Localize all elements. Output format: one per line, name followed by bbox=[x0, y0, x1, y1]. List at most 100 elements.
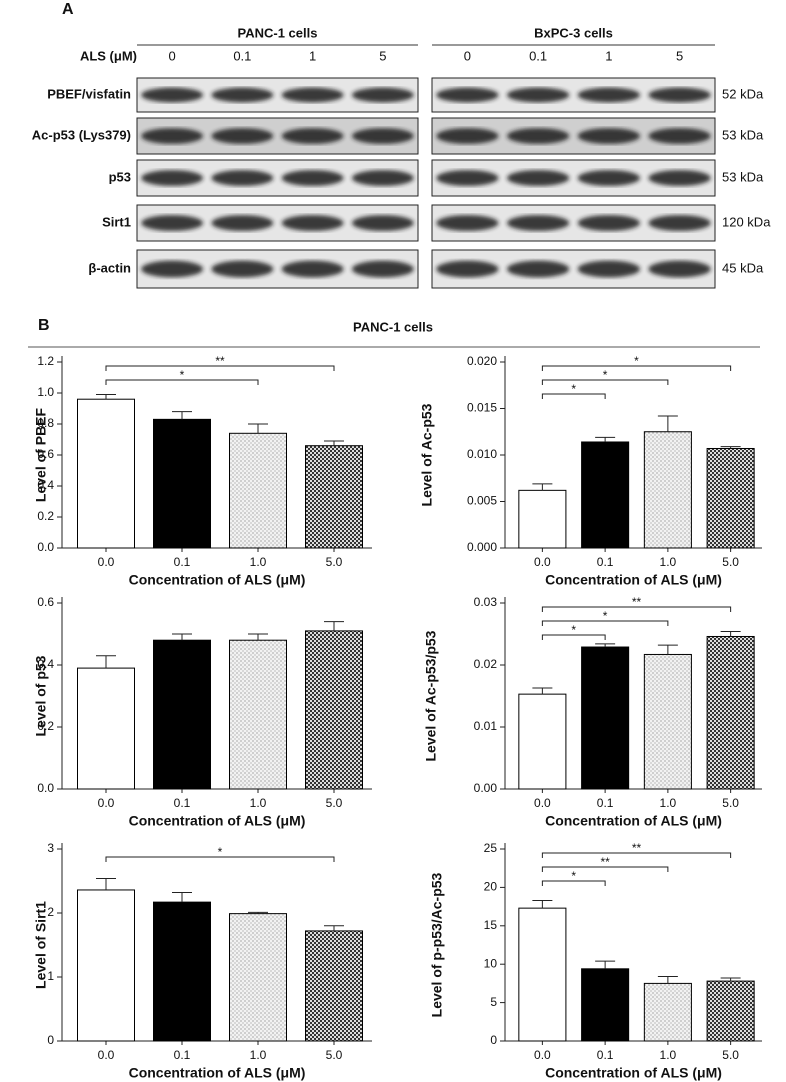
blot-band bbox=[281, 260, 344, 278]
significance-bracket bbox=[105, 365, 335, 371]
x-tick-label: 5.0 bbox=[722, 796, 739, 810]
blot-band bbox=[281, 170, 344, 186]
x-axis-label: Concentration of ALS (μM) bbox=[545, 813, 722, 829]
blot-band bbox=[648, 87, 711, 103]
error-bar bbox=[96, 655, 116, 669]
bar bbox=[518, 489, 567, 549]
y-axis-label: Level of p53 bbox=[33, 655, 49, 736]
bar bbox=[643, 982, 692, 1042]
blot-band bbox=[436, 260, 499, 278]
y-tick-label: 0.03 bbox=[474, 595, 498, 609]
y-tick-label: 15 bbox=[484, 918, 498, 932]
blot-band bbox=[211, 215, 274, 231]
blot-band bbox=[436, 170, 499, 186]
lane-label: 0 bbox=[464, 48, 471, 63]
protein-label: Sirt1 bbox=[102, 214, 131, 229]
y-tick-label: 0.2 bbox=[37, 509, 54, 523]
protein-label: p53 bbox=[109, 169, 131, 184]
significance-bracket bbox=[541, 634, 606, 640]
error-bar bbox=[324, 440, 344, 446]
y-tick-label: 0 bbox=[47, 1033, 54, 1047]
y-tick-label: 0.000 bbox=[467, 540, 497, 554]
bar bbox=[153, 901, 211, 1042]
error-bar bbox=[172, 411, 192, 420]
significance-bracket bbox=[541, 379, 669, 385]
significance-bracket bbox=[541, 880, 606, 886]
significance-bracket bbox=[105, 856, 335, 862]
error-bar bbox=[248, 423, 268, 434]
blot-band bbox=[506, 170, 570, 186]
blot-band bbox=[506, 128, 570, 144]
error-bar bbox=[532, 687, 553, 695]
y-tick-label: 0.020 bbox=[467, 354, 497, 368]
blot-band bbox=[141, 170, 204, 186]
blot-band bbox=[577, 128, 641, 144]
blot-band bbox=[141, 128, 204, 144]
y-tick-label: 0.015 bbox=[467, 401, 497, 415]
x-axis-label: Concentration of ALS (μM) bbox=[545, 1065, 722, 1081]
blot-band bbox=[211, 87, 274, 103]
significance-bracket bbox=[541, 606, 732, 612]
y-tick-label: 1 bbox=[47, 969, 54, 983]
bar bbox=[581, 441, 630, 549]
error-bar bbox=[720, 977, 741, 982]
y-tick-label: 0.010 bbox=[467, 447, 497, 461]
size-label: 53 kDa bbox=[722, 127, 764, 142]
lane-label: 0.1 bbox=[233, 48, 251, 63]
panel-label: B bbox=[38, 317, 50, 334]
size-label: 53 kDa bbox=[722, 169, 764, 184]
significance-label: * bbox=[603, 609, 608, 623]
error-bar bbox=[532, 899, 553, 909]
y-tick-label: 0.01 bbox=[474, 719, 498, 733]
bar bbox=[643, 653, 692, 790]
y-tick-label: 0.02 bbox=[474, 657, 498, 671]
error-bar bbox=[172, 633, 192, 641]
x-tick-label: 0.1 bbox=[174, 555, 191, 569]
error-bar bbox=[324, 925, 344, 931]
bar bbox=[77, 889, 135, 1042]
x-tick-label: 0.0 bbox=[534, 555, 551, 569]
error-bar bbox=[720, 446, 741, 449]
blot-band bbox=[351, 87, 414, 103]
bar bbox=[518, 907, 567, 1042]
significance-label: * bbox=[571, 382, 576, 396]
x-tick-label: 0.1 bbox=[174, 796, 191, 810]
bar bbox=[305, 930, 363, 1042]
x-tick-label: 1.0 bbox=[250, 1048, 267, 1062]
y-axis-label: Level of PBEF bbox=[33, 407, 49, 502]
x-tick-label: 5.0 bbox=[722, 1048, 739, 1062]
y-tick-label: 0.8 bbox=[37, 416, 54, 430]
significance-bracket bbox=[541, 866, 669, 872]
bar bbox=[643, 431, 692, 549]
y-tick-label: 0.4 bbox=[37, 478, 54, 492]
blot-band bbox=[506, 215, 570, 231]
significance-label: * bbox=[571, 623, 576, 637]
error-bar bbox=[657, 644, 678, 655]
bar bbox=[706, 980, 755, 1042]
blot-band bbox=[141, 215, 204, 231]
protein-label: Ac-p53 (Lys379) bbox=[32, 127, 131, 142]
bar bbox=[153, 639, 211, 790]
y-tick-label: 3 bbox=[47, 841, 54, 855]
x-tick-label: 0.0 bbox=[534, 796, 551, 810]
error-bar bbox=[720, 631, 741, 637]
significance-bracket bbox=[105, 379, 259, 385]
x-tick-label: 0.1 bbox=[174, 1048, 191, 1062]
significance-bracket bbox=[541, 852, 732, 858]
y-tick-label: 0.6 bbox=[37, 447, 54, 461]
significance-label: ** bbox=[215, 354, 225, 368]
x-tick-label: 1.0 bbox=[660, 796, 677, 810]
bar bbox=[229, 913, 287, 1042]
blot-band bbox=[211, 260, 274, 278]
lane-label: 0 bbox=[169, 48, 176, 63]
significance-label: * bbox=[634, 354, 639, 368]
x-axis-label: Concentration of ALS (μM) bbox=[545, 572, 722, 588]
error-bar bbox=[532, 483, 553, 491]
blot-band bbox=[351, 215, 414, 231]
size-label: 52 kDa bbox=[722, 86, 764, 101]
y-axis-label: Level of Sirt1 bbox=[33, 901, 49, 989]
error-bar bbox=[595, 643, 616, 648]
y-axis-label: Level of Ac-p53/p53 bbox=[423, 630, 439, 761]
y-tick-label: 0.0 bbox=[37, 781, 54, 795]
